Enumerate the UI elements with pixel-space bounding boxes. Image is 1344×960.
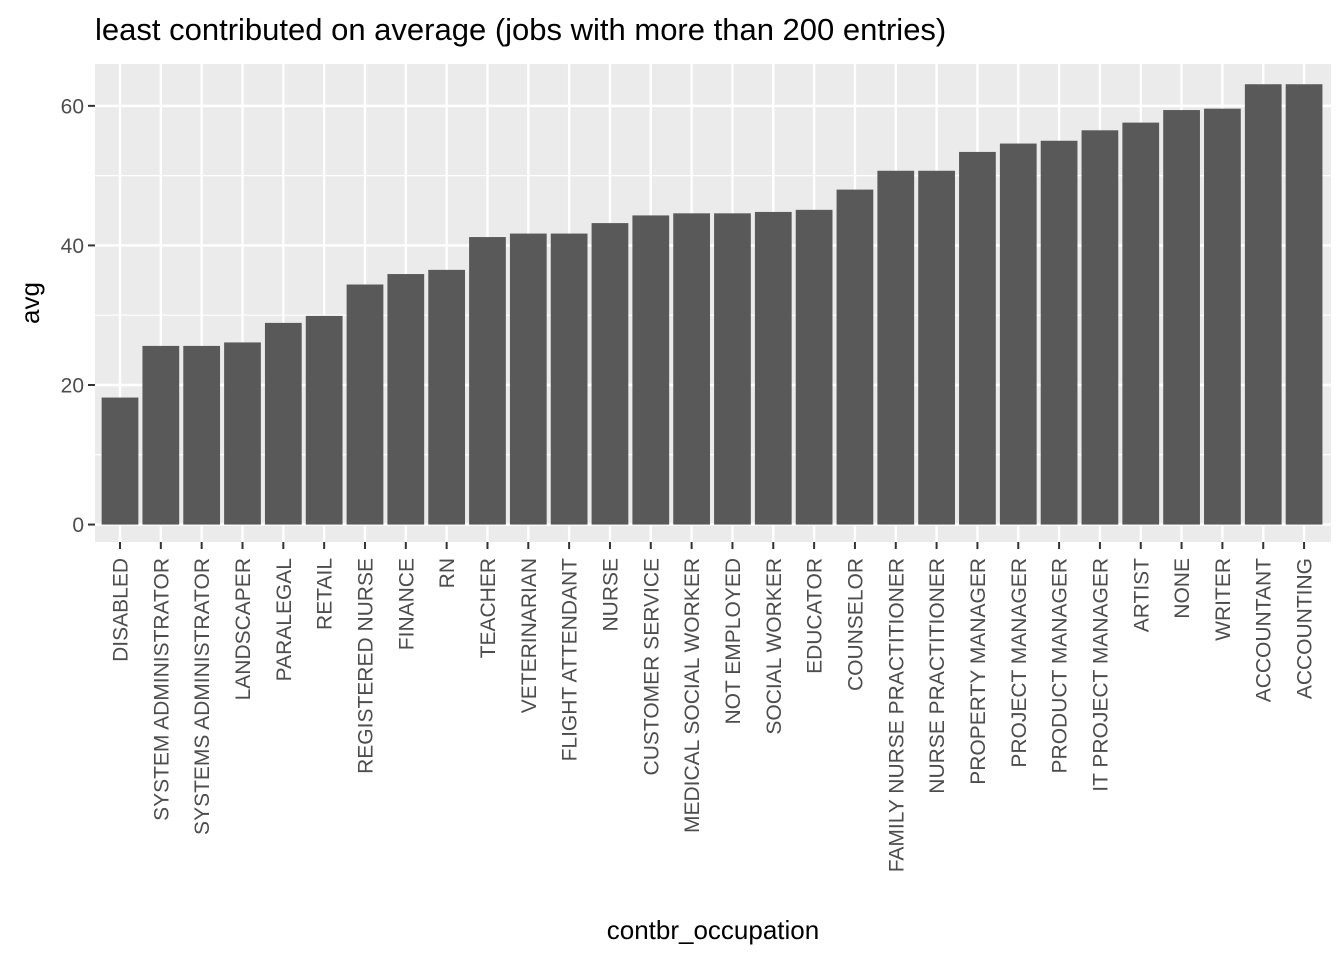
x-tick-label: CUSTOMER SERVICE: [640, 558, 663, 775]
x-axis: DISABLED SYSTEM ADMINISTRATOR SYSTEMS ADMI…: [110, 542, 1317, 872]
bar: [1244, 84, 1282, 525]
y-tick-label: 60: [61, 95, 84, 118]
x-tick-label: PARALEGAL: [273, 558, 296, 681]
x-tick-label: COUNSELOR: [844, 558, 867, 691]
bar: [509, 233, 547, 525]
x-tick-label: WRITER: [1212, 558, 1235, 641]
x-tick-label: DISABLED: [110, 558, 133, 662]
y-tick-label: 0: [72, 514, 84, 537]
bar: [142, 345, 180, 525]
bar: [101, 397, 139, 525]
x-tick-label: FAMILY NURSE PRACTITIONER: [885, 558, 908, 872]
x-tick-label: RN: [436, 558, 459, 588]
x-tick-label: NOT EMPLOYED: [722, 558, 745, 724]
bar: [918, 170, 955, 525]
bar: [346, 284, 384, 525]
bar: [673, 213, 710, 525]
bar: [999, 143, 1037, 525]
y-axis-title: avg: [15, 282, 45, 324]
x-tick-label: MEDICAL SOCIAL WORKER: [681, 558, 704, 833]
bar: [714, 213, 751, 525]
y-tick-label: 40: [61, 235, 84, 258]
x-tick-label: ARTIST: [1130, 558, 1153, 632]
y-axis: 0 20 40 60: [61, 95, 95, 537]
x-tick-label: PROJECT MANAGER: [1008, 558, 1031, 768]
bar: [754, 211, 792, 525]
x-tick-label: REGISTERED NURSE: [354, 558, 377, 774]
x-tick-label: LANDSCAPER: [232, 558, 255, 700]
bar: [959, 151, 996, 525]
bar: [183, 345, 221, 525]
bar: [877, 170, 915, 525]
bar: [224, 342, 261, 525]
bar: [305, 315, 343, 525]
bar: [1081, 130, 1119, 525]
bars: [101, 84, 1323, 525]
x-tick-label: RETAIL: [314, 558, 337, 630]
bar: [1122, 122, 1160, 525]
x-tick-label: TEACHER: [477, 558, 500, 658]
bar: [632, 215, 670, 525]
x-tick-label: SOCIAL WORKER: [763, 558, 786, 735]
x-tick-label: PRODUCT MANAGER: [1049, 558, 1072, 773]
x-tick-label: SYSTEMS ADMINISTRATOR: [191, 558, 214, 835]
x-axis-title: contbr_occupation: [607, 915, 819, 945]
bar: [1163, 110, 1200, 525]
x-tick-label: FLIGHT ATTENDANT: [559, 558, 582, 762]
bar: [469, 237, 506, 525]
bar: [387, 274, 425, 525]
x-tick-label: EDUCATOR: [804, 558, 827, 674]
x-tick-label: ACCOUNTING: [1294, 558, 1317, 699]
x-tick-label: NURSE PRACTITIONER: [926, 558, 949, 794]
x-tick-label: NURSE: [599, 558, 622, 632]
y-tick-label: 20: [61, 374, 84, 397]
x-tick-label: SYSTEM ADMINISTRATOR: [150, 558, 173, 821]
chart-title: least contributed on average (jobs with …: [95, 12, 946, 47]
bar: [591, 223, 629, 525]
x-tick-label: PROPERTY MANAGER: [967, 558, 990, 785]
bar: [1204, 108, 1241, 525]
bar: [1040, 140, 1078, 525]
x-tick-label: IT PROJECT MANAGER: [1089, 558, 1112, 792]
bar: [550, 233, 588, 525]
x-tick-label: NONE: [1171, 558, 1194, 619]
bar: [836, 189, 874, 525]
x-tick-label: ACCOUNTANT: [1253, 558, 1276, 702]
bar: [428, 269, 466, 525]
x-tick-label: VETERINARIAN: [518, 558, 541, 713]
bar: [795, 209, 833, 525]
bar: [264, 322, 302, 525]
x-tick-label: FINANCE: [395, 558, 418, 650]
bar: [1285, 84, 1323, 525]
